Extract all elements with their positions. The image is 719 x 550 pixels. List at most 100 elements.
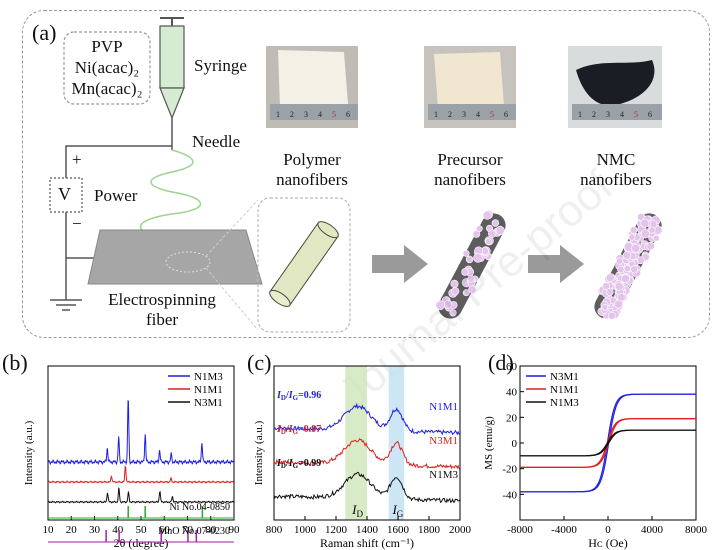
particle (631, 243, 641, 253)
series-line-N3M1 (273, 437, 461, 470)
photo-polymer (266, 46, 358, 128)
particle (435, 300, 446, 310)
ruler-tick-label: 5 (332, 110, 336, 119)
y-axis-label: Intensity (a.u.) (23, 420, 35, 485)
x-tick-label: 2000 (449, 524, 472, 536)
particle (628, 260, 636, 268)
collector-label: Electrospinning fiber (82, 290, 242, 330)
x-tick-label: -8000 (507, 524, 533, 536)
panel-d-letter: (d) (488, 350, 514, 375)
stage-precursor-line-1: Precursor (437, 150, 503, 169)
particle (636, 256, 645, 265)
power-label: Power (94, 186, 138, 205)
y-tick-label: 20 (506, 412, 518, 424)
series-label: N3M1 (429, 435, 458, 447)
x-axis-label: 2θ (degree) (114, 536, 169, 550)
ruler-tick-label: 6 (346, 110, 350, 119)
nmc-fiber (594, 213, 663, 320)
minus-label: − (72, 214, 82, 233)
particle (467, 275, 475, 283)
particle (488, 229, 497, 238)
particle (451, 287, 460, 296)
ratio-label: ID/IG=0.99 (276, 458, 321, 470)
particle (653, 234, 660, 242)
particle (450, 279, 459, 288)
x-tick-label: 1600 (387, 524, 410, 536)
particle (615, 257, 624, 265)
stage-nmc-label: NMC nanofibers (556, 150, 676, 190)
stage-nmc-line-2: nanofibers (580, 170, 652, 189)
chart-d-magnetic: -8000 -4000 0 4000 8000 -40 -20 0 20 40 60 Hᴄ (Oe) M… (483, 361, 708, 550)
particle (602, 282, 610, 291)
y-tick-label: -20 (502, 464, 517, 476)
particle (482, 210, 492, 220)
chart-b-xrd: 1020304050607080902θ (degree)Intensity (… (23, 365, 240, 550)
particle (473, 253, 483, 263)
legend-label: N1M1 (550, 384, 579, 396)
panel-a-frame (22, 10, 710, 338)
reference-label: MnO No.07-0230 (158, 526, 230, 537)
syringe-label: Syringe (194, 56, 247, 75)
particle (617, 266, 625, 274)
ruler-tick-label: 2 (592, 110, 596, 119)
x-tick-label: 8000 (685, 524, 708, 536)
series-line-N1M1 (273, 402, 461, 436)
plus-label: + (72, 150, 82, 169)
x-tick-label: 4000 (641, 524, 664, 536)
particle (646, 241, 655, 251)
ruler-tick-label: 2 (290, 110, 294, 119)
particle (628, 233, 636, 241)
particle (629, 226, 638, 234)
particle (607, 311, 616, 320)
particle (640, 229, 650, 239)
particle (495, 225, 505, 236)
particle (605, 287, 614, 296)
band-label: ID (351, 502, 363, 519)
precursor-list: PVP Ni(acac)₂ Mn(acac)₂ (64, 36, 150, 99)
photo-precursor (424, 46, 516, 128)
band-D (345, 366, 367, 520)
x-axis-label: Hᴄ (Oe) (588, 536, 627, 550)
particle (630, 265, 639, 274)
ruler-tick-label: 3 (462, 110, 466, 119)
particle (617, 293, 626, 302)
ruler-tick-label: 6 (648, 110, 652, 119)
ruler-tick-label: 5 (634, 110, 638, 119)
particle (605, 273, 615, 283)
ruler-tick-label: 3 (304, 110, 308, 119)
particle (614, 281, 624, 291)
series-line-N3M1 (47, 487, 234, 504)
stage-polymer-line-1: Polymer (283, 150, 341, 169)
y-tick-label: 60 (506, 361, 518, 373)
ruler-tick-label: 2 (448, 110, 452, 119)
precursor-fiber (435, 209, 506, 319)
v-label: V (58, 184, 71, 204)
particle (648, 226, 656, 234)
series-line-N1M3 (48, 400, 234, 466)
y-tick-label: 0 (512, 438, 518, 450)
legend-label: N1M1 (194, 384, 223, 396)
ruler-tick-label: 4 (476, 110, 480, 119)
particle (443, 300, 453, 309)
legend-label: N3M1 (194, 397, 223, 409)
ratio-label: ID/IG=0.97 (276, 424, 321, 436)
particle (623, 265, 631, 273)
y-tick-label: 40 (506, 387, 518, 399)
ratio-label: ID/IG=0.96 (276, 390, 321, 402)
series-label: N1M3 (429, 469, 458, 481)
particle (465, 255, 474, 264)
particle (601, 303, 609, 311)
x-tick-label: 50 (136, 524, 148, 536)
legend-label: N3M1 (550, 371, 579, 383)
ruler-tick-label: 6 (504, 110, 508, 119)
particle (462, 249, 470, 257)
particle (640, 218, 650, 228)
x-tick-label: 1000 (294, 524, 317, 536)
ruler-tick-label: 5 (490, 110, 494, 119)
particle (491, 219, 500, 227)
precursor-pvp: PVP (91, 37, 123, 56)
series-line-N1M3-return (520, 429, 696, 457)
collector-line-1: Electrospinning (108, 290, 216, 309)
x-tick-label: 1800 (418, 524, 441, 536)
stage-polymer-line-2: nanofibers (276, 170, 348, 189)
